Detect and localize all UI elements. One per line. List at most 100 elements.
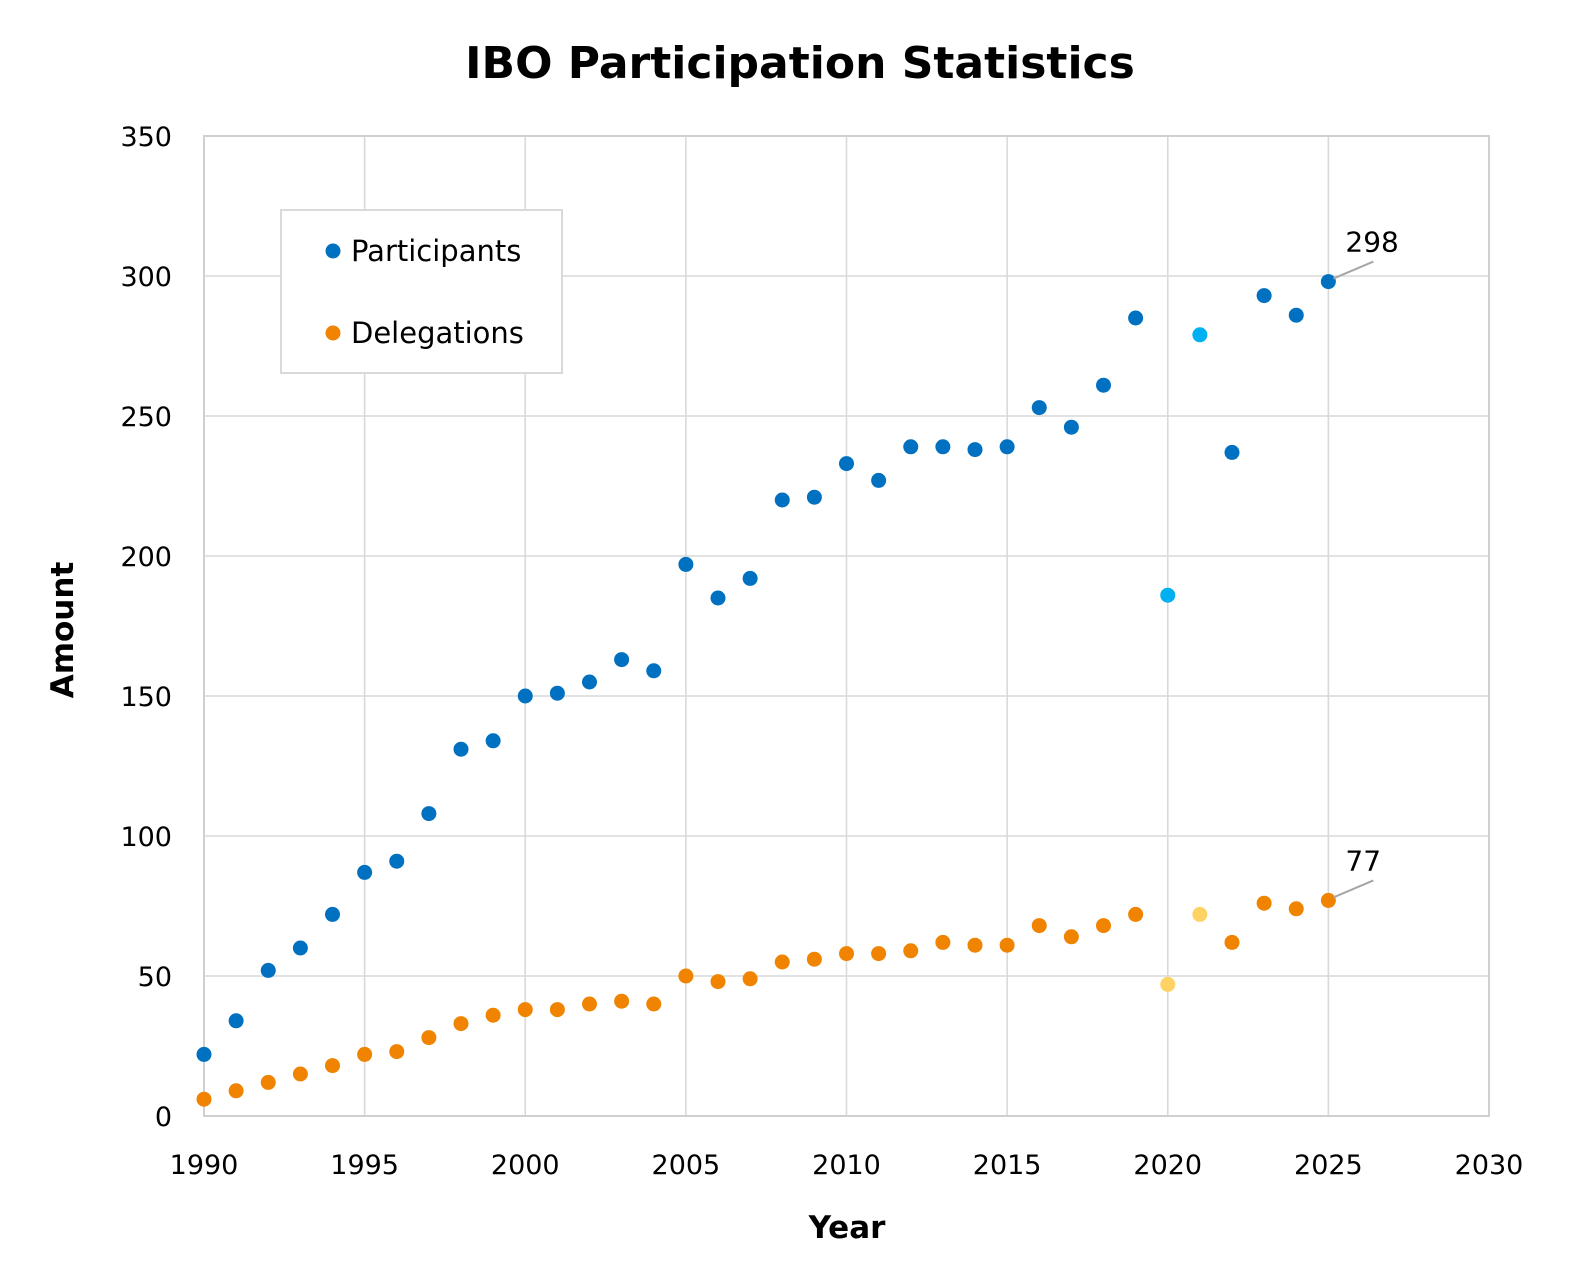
x-tick-label-1990: 1990 [170, 1150, 239, 1181]
x-axis-label: Year [808, 1210, 887, 1246]
delegations-point-2016 [1031, 918, 1047, 934]
delegations-point-2014 [967, 937, 983, 953]
delegations-point-2020 [1160, 976, 1176, 992]
data-label-layer: 298 77 [1332, 226, 1399, 899]
participants-point-2006 [710, 590, 726, 606]
delegations-point-2008 [774, 954, 790, 970]
delegations-point-1992 [260, 1074, 276, 1090]
legend-marker-participants [325, 243, 341, 259]
y-tick-label-100: 100 [120, 822, 172, 853]
delegations-point-1997 [421, 1030, 437, 1046]
participants-point-2004 [646, 663, 662, 679]
delegations-point-2002 [582, 996, 597, 1012]
legend-box [280, 209, 563, 374]
delegations-point-2021 [1192, 906, 1208, 922]
participants-point-2023 [1256, 288, 1272, 304]
participants-point-2011 [871, 472, 887, 488]
participants-point-2014 [967, 442, 983, 458]
delegations-point-2000 [517, 1002, 533, 1018]
x-tick-label-2030: 2030 [1455, 1150, 1524, 1181]
x-tick-label-2015: 2015 [973, 1150, 1042, 1181]
participants-point-2018 [1096, 377, 1111, 393]
delegations-point-2023 [1256, 895, 1272, 911]
participants-point-1997 [421, 806, 437, 822]
participants-point-2021 [1192, 327, 1208, 343]
delegations-point-2022 [1224, 934, 1240, 950]
participants-point-2016 [1031, 400, 1047, 416]
delegations-point-1994 [325, 1058, 340, 1074]
delegations-data-label-leader [1332, 879, 1374, 899]
delegations-point-1998 [453, 1016, 469, 1032]
x-tick-label-2020: 2020 [1133, 1150, 1202, 1181]
delegations-point-1999 [485, 1007, 501, 1023]
participants-point-2001 [549, 685, 565, 701]
participants-point-1995 [357, 864, 373, 880]
delegations-point-2025 [1320, 892, 1336, 908]
delegations-point-2013 [935, 934, 951, 950]
chart-title: IBO Participation Statistics [465, 38, 1135, 89]
participants-point-1991 [228, 1013, 244, 1029]
delegations-point-1990 [196, 1091, 212, 1107]
participants-data-label-2025: 298 [1345, 226, 1398, 259]
participants-point-1994 [325, 906, 340, 922]
participants-point-2009 [806, 489, 822, 505]
x-tick-label-2005: 2005 [652, 1150, 721, 1181]
delegations-point-1996 [389, 1044, 405, 1060]
delegations-point-2019 [1128, 906, 1144, 922]
participants-data-label-leader [1332, 260, 1374, 280]
delegations-point-2010 [839, 946, 854, 962]
participants-point-2024 [1288, 307, 1304, 323]
delegations-point-2012 [903, 943, 919, 959]
delegations-point-2009 [806, 951, 822, 967]
series-delegations [196, 892, 1336, 1107]
y-tick-label-300: 300 [120, 262, 172, 293]
delegations-point-2007 [742, 971, 758, 987]
delegations-point-1993 [292, 1066, 308, 1082]
participants-point-2019 [1128, 310, 1144, 326]
x-tick-label-2000: 2000 [491, 1150, 560, 1181]
delegations-point-2001 [549, 1002, 565, 1018]
legend-marker-delegations [325, 325, 341, 341]
y-tick-label-350: 350 [120, 122, 172, 153]
x-tick-label-2010: 2010 [812, 1150, 881, 1181]
delegations-data-label-2025: 77 [1345, 844, 1381, 877]
participants-point-2005 [678, 556, 694, 572]
delegations-point-2015 [999, 937, 1015, 953]
legend: Participants Delegations [280, 209, 563, 374]
participants-point-2013 [935, 439, 951, 455]
participants-point-2000 [517, 688, 533, 704]
participants-point-2012 [903, 439, 919, 455]
x-axis-tick-labels: 1990 1995 2000 2005 2010 2015 2020 2025 2030 [170, 1150, 1524, 1181]
participants-point-2003 [614, 652, 630, 668]
legend-label-participants: Participants [351, 234, 521, 268]
participants-point-2022 [1224, 444, 1240, 460]
delegations-point-2006 [710, 974, 726, 990]
legend-label-delegations: Delegations [351, 316, 524, 350]
delegations-point-1995 [357, 1046, 373, 1062]
plot-area-border [203, 135, 1490, 1117]
delegations-point-2024 [1288, 901, 1304, 917]
x-tick-label-2025: 2025 [1294, 1150, 1363, 1181]
delegations-point-2011 [871, 946, 887, 962]
y-tick-label-150: 150 [120, 682, 172, 713]
series-participants [196, 274, 1336, 1062]
participants-point-1999 [485, 733, 501, 749]
participants-point-2007 [742, 570, 758, 586]
participants-point-1992 [260, 962, 276, 978]
y-axis-tick-labels: 0 50 100 150 200 250 300 350 [120, 122, 172, 1133]
series-layer [196, 274, 1336, 1107]
participants-point-1993 [292, 940, 308, 956]
delegations-point-2005 [678, 968, 694, 984]
participants-point-1990 [196, 1046, 212, 1062]
participants-point-1998 [453, 741, 469, 757]
participants-point-2025 [1320, 274, 1336, 290]
participants-point-2020 [1160, 587, 1176, 603]
participants-point-2017 [1063, 419, 1079, 435]
y-tick-label-250: 250 [120, 402, 172, 433]
participants-point-1996 [389, 853, 405, 869]
y-tick-label-50: 50 [138, 962, 172, 993]
participants-point-2008 [774, 492, 790, 508]
x-tick-label-1995: 1995 [330, 1150, 399, 1181]
